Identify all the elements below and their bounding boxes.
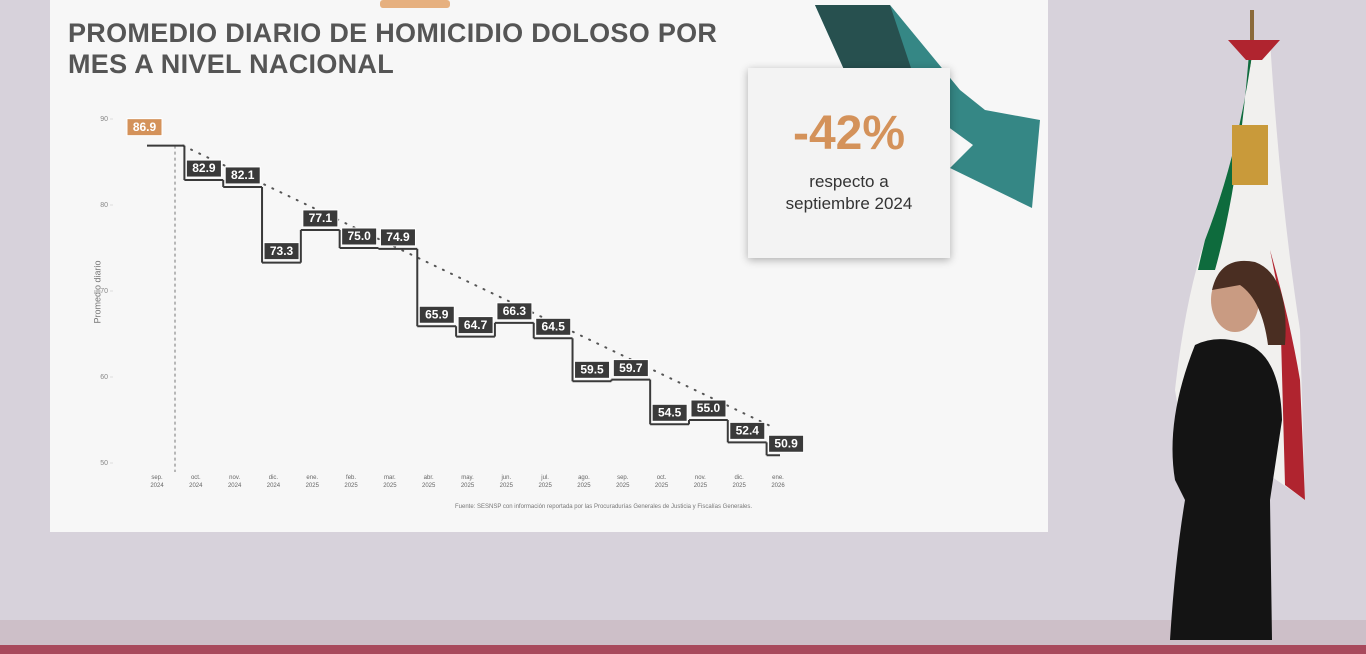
x-tick-label: sep. 2024 [150,475,164,489]
person-hair [1212,260,1286,345]
value-label-box [379,228,416,247]
value-label-box [224,166,261,185]
value-label: 59.7 [619,361,643,375]
value-label-box [768,434,805,453]
value-label: 77.1 [309,211,333,225]
y-tick-label: 90 [100,116,108,123]
chart: 50 60 70 80 90 Promedio diario 86.9 82.9 82.1 73.… [92,116,805,472]
value-label: 64.5 [542,319,566,333]
y-axis-label: Promedio diario [92,260,102,323]
trend-line [182,144,774,429]
y-tick-label: 50 [100,460,108,467]
value-label: 73.3 [270,244,294,258]
value-label: 50.9 [774,436,798,450]
x-tick-label: ago. 2025 [577,475,591,489]
value-label-box [185,159,222,178]
slide-tab [380,0,450,8]
x-tick-label: oct. 2024 [189,475,203,489]
x-tick-label: jun. 2025 [499,475,513,489]
value-label-box [574,360,611,379]
value-label: 86.9 [133,120,157,134]
value-label-box [126,118,163,137]
value-label-box [341,227,378,246]
value-label: 75.0 [347,229,371,243]
x-tick-label: nov. 2024 [227,475,242,489]
value-label-box [418,305,455,324]
value-label-box [729,421,766,440]
flag-green [1198,40,1254,270]
flag-red [1270,250,1305,500]
source-note: Fuente: SESNSP con información reportada… [455,504,753,510]
x-tick-label: sep. 2025 [616,475,630,489]
x-tick-label: dic. 2025 [732,475,746,489]
value-label: 82.1 [231,168,255,182]
value-label-box [302,209,339,228]
value-label-box [612,359,649,378]
x-tick-label: dic. 2024 [266,475,281,489]
value-label: 74.9 [386,230,410,244]
value-label: 65.9 [425,307,449,321]
x-tick-label: abr. 2025 [422,475,436,489]
y-tick-label: 60 [100,374,108,381]
value-label-box [690,399,727,418]
flag-ribbon [1228,40,1280,60]
value-label: 52.4 [736,424,760,438]
value-label-box [535,317,572,336]
value-label: 66.3 [503,304,527,318]
callout: -42% respecto a septiembre 2024 [748,68,950,258]
x-tick-label: nov. 2025 [693,475,708,489]
callout-value: -42% [792,107,906,160]
x-tick-label: ene. 2025 [305,475,319,489]
x-tick-label: may. 2025 [460,475,475,489]
value-label: 54.5 [658,405,682,419]
chart-title: PROMEDIO DIARIO DE HOMICIDIO DOLOSO POR … [68,18,718,79]
value-label-box [651,403,688,422]
callout-note: respecto a septiembre 2024 [785,172,913,213]
flag-tassel [1232,125,1268,185]
value-label: 59.5 [580,362,604,376]
x-tick-label: oct. 2025 [654,475,669,489]
x-tick-label: ene. 2026 [771,475,785,489]
value-label: 82.9 [192,161,216,175]
value-label: 55.0 [697,401,721,415]
person-dress [1170,339,1282,640]
value-label: 64.7 [464,318,488,332]
x-tick-label: feb. 2025 [344,475,358,489]
stage-edge [0,645,1366,654]
y-tick-label: 80 [100,202,108,209]
value-label-box [457,316,494,335]
x-tick-label: mar. 2025 [383,475,397,489]
value-label-box [263,242,300,261]
y-tick-label: 70 [100,288,108,295]
value-label-box [496,302,533,321]
x-tick-label: jul. 2025 [538,475,552,489]
